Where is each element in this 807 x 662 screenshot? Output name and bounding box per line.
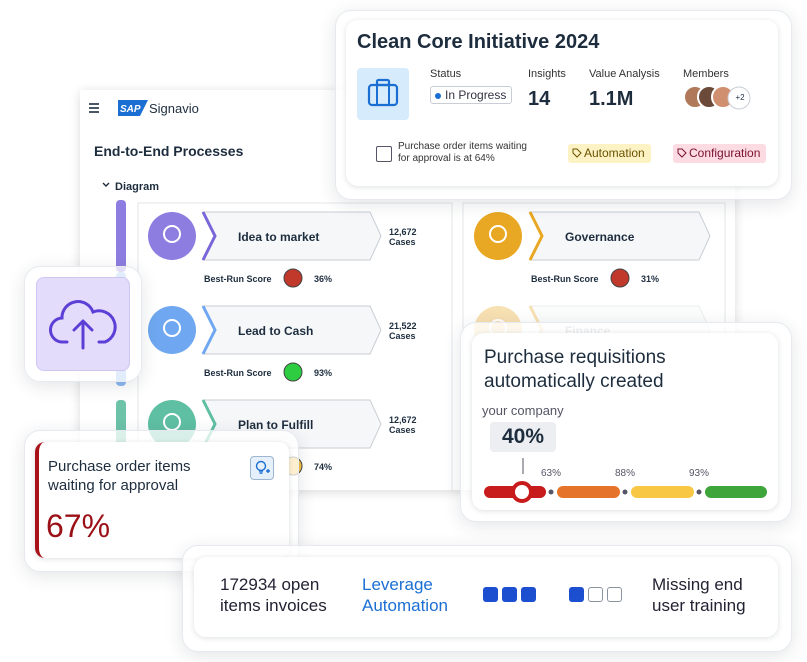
benchmark-scale: 63% 88% 93% (484, 458, 767, 503)
case-count: 12,672 (389, 415, 417, 425)
value-label: Value Analysis (589, 68, 660, 80)
scale-segment (631, 486, 694, 498)
chevron-accent (201, 211, 217, 261)
scale-segment (705, 486, 767, 498)
scale-dot (548, 489, 554, 495)
status: In Progress (445, 88, 507, 102)
rating-square (521, 587, 536, 602)
status-label: Status (430, 68, 462, 80)
company-marker (511, 481, 533, 503)
process-icon (474, 212, 522, 260)
status-dot (435, 93, 441, 99)
members-more: +2 (735, 93, 745, 102)
issue: Missing end user training (652, 575, 746, 615)
requisition-card[interactable] (472, 333, 778, 510)
score-dot (283, 268, 303, 288)
chevron-accent (528, 211, 544, 261)
action-link[interactable]: Leverage Automation (362, 575, 448, 615)
scale-dot (696, 489, 702, 495)
score-label: Best-Run Score (204, 274, 272, 284)
insights-label: Insights (528, 68, 566, 80)
score-dot (610, 268, 630, 288)
case-label: Cases (389, 237, 416, 247)
company-value: 40% (490, 422, 556, 452)
value: 1.1M (589, 88, 634, 110)
panel-title: End-to-End Processes (94, 143, 244, 159)
members-label: Members (683, 68, 729, 80)
tag[interactable]: Automation (568, 144, 651, 163)
sap-logo-text: SAP (120, 104, 141, 115)
alert-title: Purchase order items waiting for approva… (48, 458, 191, 494)
case-label: Cases (389, 331, 416, 341)
process-icon-glyph (163, 225, 181, 243)
brand: Signavio (149, 101, 199, 116)
process-name: Idea to market (238, 230, 319, 244)
score-value: 36% (314, 274, 332, 284)
chevron-accent (201, 305, 217, 355)
invoices: 172934 open items invoices (220, 575, 327, 615)
rating-square (607, 587, 622, 602)
checkbox[interactable] (376, 146, 392, 162)
avatars[interactable] (683, 85, 753, 111)
alert-value: 67% (46, 508, 111, 544)
bulb-icon (255, 460, 270, 474)
score-dot (283, 362, 303, 382)
process-icon-glyph (163, 319, 181, 337)
upload-card[interactable] (36, 277, 130, 371)
process-name: Plan to Fulfill (238, 418, 313, 432)
menu-icon[interactable] (89, 103, 99, 113)
scale-segment (557, 486, 620, 498)
lane-bar (116, 200, 126, 272)
score-label: Best-Run Score (204, 368, 272, 378)
scale-dot (622, 489, 628, 495)
section-label[interactable]: Diagram (115, 181, 159, 193)
tag[interactable]: Configuration (673, 144, 767, 163)
chevron-down[interactable] (102, 182, 110, 187)
tag-text: Automation (584, 146, 645, 160)
tag-text: Configuration (689, 146, 761, 160)
benchmark-label: 88% (615, 468, 635, 479)
company-label: your company (482, 403, 564, 418)
process-icon (148, 306, 196, 354)
tag-icon (572, 148, 582, 158)
case-count: 21,522 (389, 321, 417, 331)
rating-square (588, 587, 603, 602)
cloud-upload-icon (49, 300, 117, 350)
score-value: 31% (641, 274, 659, 284)
sap-logo (118, 100, 148, 116)
process-icon-glyph (489, 225, 507, 243)
alert-card[interactable] (35, 442, 289, 558)
insights: 14 (528, 88, 551, 110)
rating-square (502, 587, 517, 602)
process-name: Governance (565, 230, 635, 244)
rating-square (483, 587, 498, 602)
requisition-title: Purchase requisitions automatically crea… (484, 347, 666, 392)
benchmark-label: 93% (689, 468, 709, 479)
checkbox-text: Purchase order items waiting for approva… (398, 141, 527, 164)
score-value: 93% (314, 368, 332, 378)
process-row: Governance Best-Run Score 31% (474, 211, 711, 288)
score-label: Best-Run Score (531, 274, 599, 284)
process-name: Lead to Cash (238, 324, 313, 338)
briefcase-icon (357, 68, 409, 120)
insight-button[interactable] (250, 456, 274, 480)
benchmark-label: 63% (541, 468, 561, 479)
status-pill: In Progress (430, 86, 513, 104)
briefcase-svg (367, 78, 399, 107)
rating-square (569, 587, 584, 602)
case-count: 12,672 (389, 227, 417, 237)
case-label: Cases (389, 425, 416, 435)
initiative-title: Clean Core Initiative 2024 (357, 31, 600, 53)
tag-icon (677, 148, 687, 158)
score-value: 74% (314, 462, 332, 472)
process-icon (148, 212, 196, 260)
